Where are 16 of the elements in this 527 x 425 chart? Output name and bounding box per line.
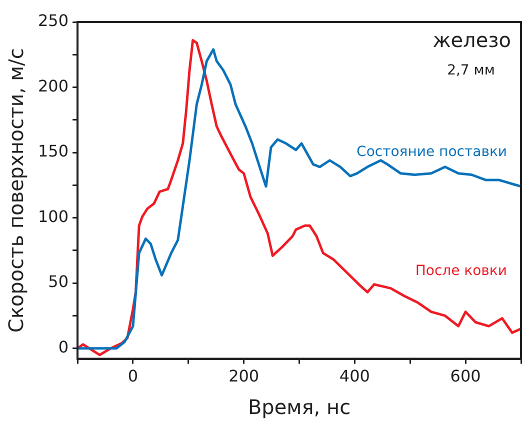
x-tick-label: 600	[450, 366, 481, 386]
y-tick-label: 200	[38, 76, 69, 96]
y-tick-label: 0	[58, 338, 69, 357]
x-tick-label: 200	[228, 366, 260, 386]
y-tick-label: 50	[48, 272, 69, 292]
x-axis-title: Время, нс	[248, 395, 351, 420]
x-tick-label: 0	[128, 366, 138, 386]
y-tick-label: 100	[38, 206, 69, 226]
x-tick-label: 400	[339, 366, 370, 386]
y-tick-label: 250	[38, 11, 69, 30]
series-label: После ковки	[415, 262, 507, 279]
text: 2,7 мм	[447, 62, 495, 79]
y-axis-title: Скорость поверхности, м/с	[4, 48, 28, 333]
chart-title: железо	[432, 28, 511, 52]
y-tick-label: 150	[38, 142, 69, 161]
series-label: Состояние поставки	[356, 144, 507, 160]
